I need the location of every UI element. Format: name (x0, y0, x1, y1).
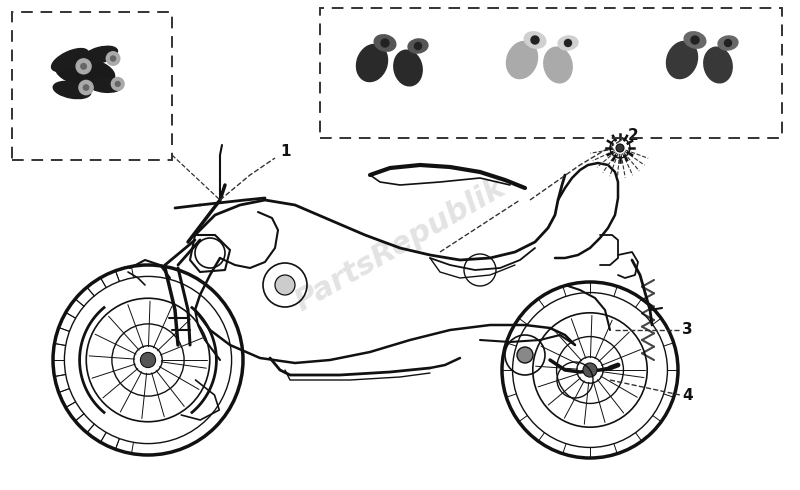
Ellipse shape (684, 32, 706, 48)
Ellipse shape (115, 81, 120, 86)
Ellipse shape (691, 36, 699, 44)
Ellipse shape (374, 35, 396, 51)
Ellipse shape (82, 46, 118, 64)
Ellipse shape (666, 42, 698, 78)
Ellipse shape (83, 85, 89, 90)
Bar (320, 8, 782, 138)
Bar (12, 12, 172, 160)
Ellipse shape (531, 36, 539, 44)
Text: 2: 2 (628, 127, 638, 143)
Ellipse shape (704, 47, 732, 83)
Ellipse shape (79, 80, 93, 95)
Ellipse shape (565, 40, 571, 47)
Ellipse shape (718, 36, 738, 50)
Ellipse shape (544, 47, 572, 83)
Ellipse shape (110, 56, 115, 61)
Ellipse shape (51, 49, 89, 72)
Ellipse shape (524, 32, 546, 48)
Circle shape (583, 363, 597, 377)
Text: PartsRepublik: PartsRepublik (290, 173, 510, 317)
Ellipse shape (88, 77, 122, 92)
Ellipse shape (558, 36, 578, 50)
Ellipse shape (54, 81, 90, 98)
Circle shape (275, 275, 295, 295)
Ellipse shape (394, 50, 422, 86)
Ellipse shape (106, 52, 120, 65)
Ellipse shape (81, 64, 86, 69)
Ellipse shape (506, 42, 538, 78)
Ellipse shape (408, 39, 428, 53)
Circle shape (517, 347, 533, 363)
Ellipse shape (111, 77, 124, 90)
Ellipse shape (725, 40, 731, 47)
Circle shape (616, 144, 624, 152)
Ellipse shape (76, 59, 91, 74)
Circle shape (141, 352, 155, 368)
Text: 1: 1 (280, 145, 290, 160)
Ellipse shape (414, 43, 422, 49)
Text: 4: 4 (682, 388, 693, 402)
Text: 3: 3 (682, 322, 693, 338)
Ellipse shape (357, 45, 387, 81)
Ellipse shape (55, 57, 114, 87)
Ellipse shape (381, 39, 389, 47)
